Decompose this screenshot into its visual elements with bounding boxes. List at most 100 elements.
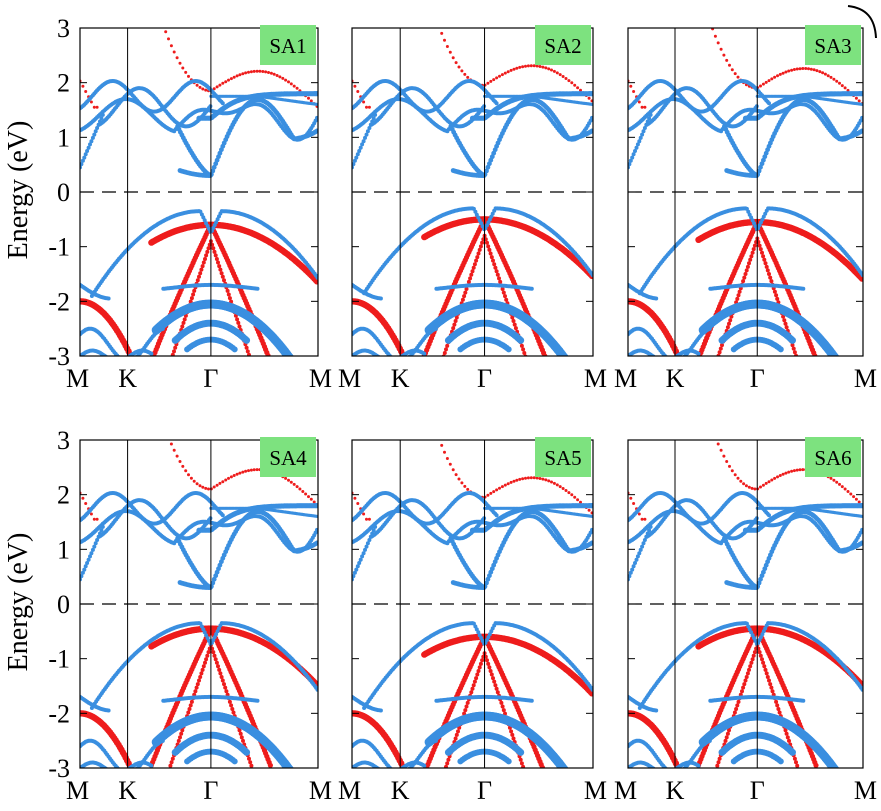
band-point [758,247,763,252]
band-point [440,31,444,35]
band-point [393,358,397,362]
band-point [122,359,126,363]
band-point [818,70,822,74]
band-point [752,243,757,248]
band-point [219,271,224,276]
band-point [249,360,253,364]
band-point [453,319,458,323]
band-point [555,71,559,75]
band-point [725,325,730,330]
band-point [528,369,532,373]
band-point [525,358,529,362]
ytick-label: 2 [57,69,70,98]
band-point [249,70,253,74]
band-point [81,84,85,88]
band-point [492,78,496,82]
band-point [568,366,577,375]
band-point [658,359,662,363]
band-point [859,128,863,134]
band-point [93,129,98,134]
band-point [433,326,438,331]
band-point [313,278,318,285]
band-point [264,70,268,74]
band-point [434,17,437,20]
band-point [404,358,408,362]
band-point [511,319,516,323]
band-point [474,258,479,263]
band-blue-8 [708,282,806,291]
band-point [563,359,572,368]
band-point [475,255,480,260]
band-point [675,359,679,363]
band-point [95,126,100,130]
band-point [361,139,366,144]
band-point [367,105,371,109]
band-point [149,359,154,364]
band-point [486,81,490,85]
band-point [735,296,740,301]
band-point [517,336,525,344]
band-point [633,149,637,153]
band-point [99,116,104,121]
band-point [745,264,750,269]
band-point [212,249,217,254]
band-blue-9 [698,299,843,368]
band-point [783,321,788,326]
band-point [295,86,299,90]
band-points [628,28,863,372]
ytick-label: 3 [57,14,70,43]
band-point [799,368,803,372]
band-point [255,286,260,291]
band-point [656,357,660,361]
band-red-3 [628,298,682,356]
band-blue-7 [628,282,659,301]
band-point [631,152,636,157]
band-point [503,71,507,75]
band-point [529,64,533,68]
band-point [573,83,577,87]
band-point [292,84,296,88]
band-point [834,359,843,368]
band-point [812,68,816,72]
band-blue-8 [161,282,260,291]
band-point [227,296,232,301]
band-point [647,116,652,121]
band-point [170,357,174,361]
band-point [748,257,753,262]
band-point [237,324,242,329]
band-point [501,290,506,295]
band-point [495,272,500,277]
band-point [393,358,397,362]
band-point [677,359,681,363]
ytick-label: 0 [57,178,70,207]
band-point [89,139,94,144]
band-point [352,162,356,167]
band-point [290,360,299,369]
band-point [210,168,216,174]
band-point [790,68,794,72]
band-point [216,260,220,265]
band-point [169,44,173,48]
band-point [527,365,531,369]
band-point [637,139,642,144]
band-point [92,132,97,137]
band-point [640,132,645,137]
band-point [668,358,672,362]
ytick-label: -1 [48,233,70,262]
band-point [232,75,236,79]
band-point [660,359,664,363]
band-point [211,164,217,170]
band-point [494,269,499,274]
band-point [579,88,582,92]
band-point [565,361,574,370]
band-point [114,359,118,363]
band-red-3 [80,298,135,356]
band-point [671,357,675,361]
band-point [80,162,84,167]
band-point [495,76,499,80]
band-point [564,77,568,80]
band-point [713,34,717,38]
band-point [235,317,240,322]
band-point [307,96,310,100]
